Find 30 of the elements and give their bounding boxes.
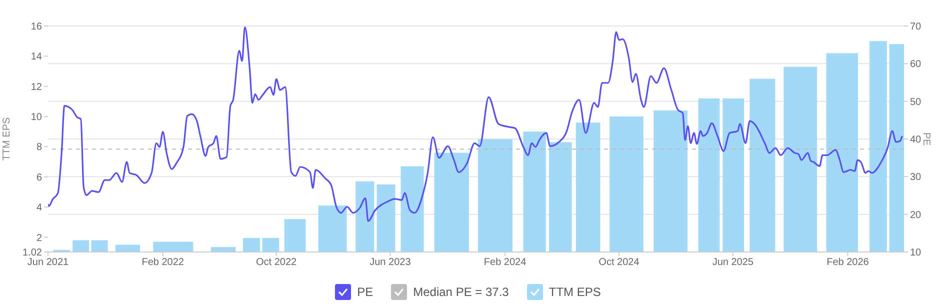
y2-tick-label: 30 bbox=[910, 172, 922, 184]
legend-label: Median PE = 37.3 bbox=[413, 285, 509, 299]
y-tick-label: 4 bbox=[36, 202, 42, 214]
x-tick-label: Oct 2022 bbox=[256, 257, 298, 268]
y-tick-label: 12 bbox=[30, 82, 42, 93]
y-tick-label: 8 bbox=[36, 142, 42, 154]
y-axis-title: TTM EPS bbox=[2, 117, 13, 161]
x-tick-label: Jun 2021 bbox=[27, 257, 70, 268]
x-tick-label: Oct 2024 bbox=[598, 257, 640, 268]
y-tick-label: 2 bbox=[36, 232, 42, 244]
legend-label: PE bbox=[357, 285, 374, 299]
y2-tick-label: 50 bbox=[910, 96, 922, 108]
y-tick-label: 1.02 bbox=[22, 248, 42, 259]
y2-tick-label: 40 bbox=[910, 134, 922, 146]
y2-tick-label: 70 bbox=[910, 22, 922, 33]
y-tick-label: 14 bbox=[30, 52, 42, 63]
x-tick-label: Feb 2024 bbox=[484, 257, 527, 268]
y2-axis-title: PE bbox=[920, 132, 932, 146]
x-tick-label: Jun 2023 bbox=[370, 257, 412, 268]
legend-label: TTM EPS bbox=[548, 285, 601, 299]
line-series bbox=[48, 26, 903, 222]
y2-tick-label: 60 bbox=[910, 59, 922, 70]
x-tick-label: Jun 2025 bbox=[712, 257, 754, 268]
y-tick-label: 10 bbox=[30, 112, 42, 124]
x-tick-label: Feb 2022 bbox=[142, 257, 184, 268]
y-tick-label: 16 bbox=[30, 22, 42, 33]
y-tick-label: 6 bbox=[36, 172, 42, 184]
x-tick-label: Feb 2026 bbox=[826, 257, 870, 268]
y2-tick-label: 20 bbox=[910, 210, 922, 221]
y2-tick-label: 10 bbox=[910, 248, 922, 259]
